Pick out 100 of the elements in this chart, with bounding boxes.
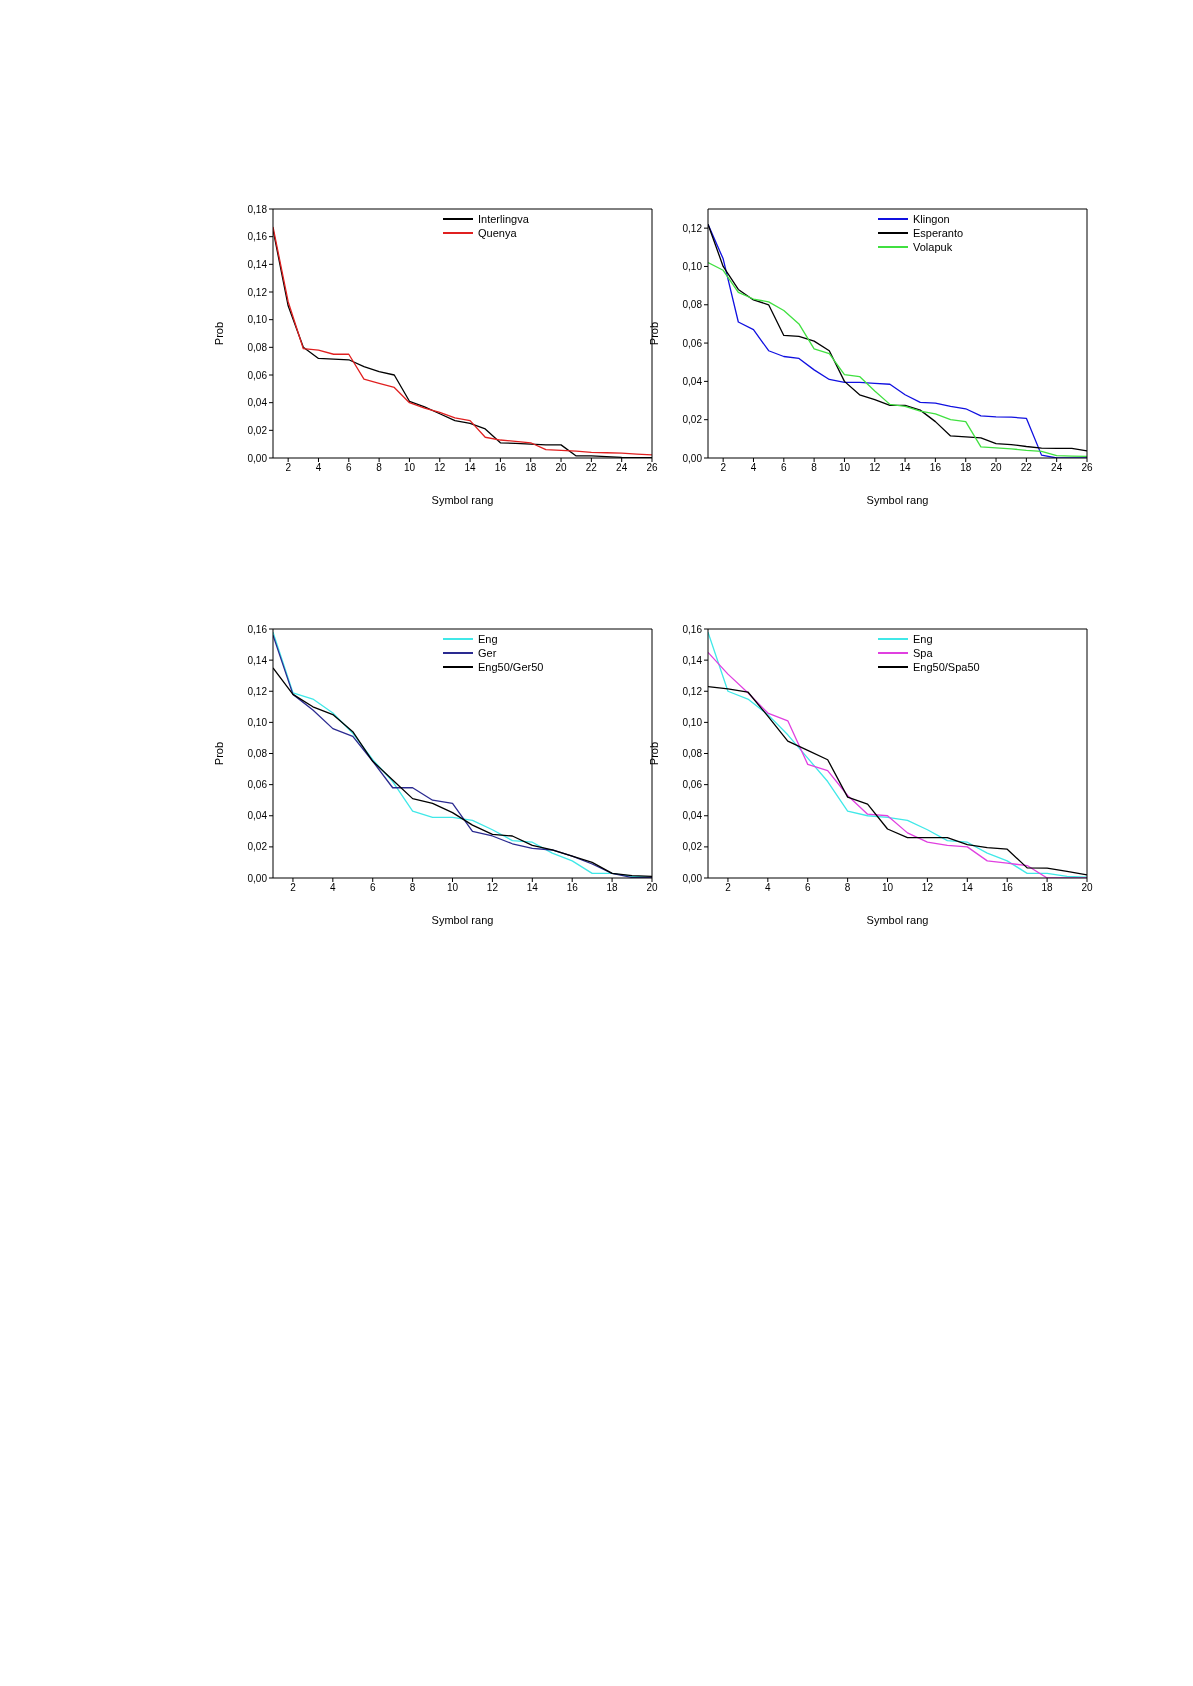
x-tick-label: 18	[1041, 882, 1054, 894]
x-tick-label: 10	[446, 882, 459, 894]
x-tick-label: 16	[494, 462, 507, 474]
x-tick-label: 14	[526, 882, 539, 894]
y-tick-label: 0,02	[682, 414, 703, 426]
y-tick-label: 0,14	[247, 258, 268, 270]
x-tick-label: 4	[750, 462, 757, 474]
x-tick-label: 26	[1081, 462, 1093, 474]
x-tick-label: 2	[720, 462, 727, 474]
y-tick-label: 0,16	[247, 231, 268, 243]
y-tick-label: 0,06	[247, 779, 268, 791]
x-tick-label: 14	[899, 462, 912, 474]
x-tick-label: 20	[990, 462, 1003, 474]
y-tick-label: 0,10	[682, 716, 703, 728]
y-tick-label: 0,12	[247, 685, 268, 697]
legend-label: Volapuk	[913, 241, 953, 253]
x-tick-label: 8	[409, 882, 416, 894]
y-tick-label: 0,02	[247, 841, 268, 853]
y-axis-title: Prob	[212, 321, 225, 346]
x-tick-label: 22	[585, 462, 598, 474]
legend-label: Interlingva	[478, 213, 529, 225]
x-tick-label: 10	[881, 882, 894, 894]
y-axis-title: Prob	[647, 741, 660, 766]
y-tick-label: 0,16	[682, 623, 703, 635]
x-tick-label: 18	[525, 462, 537, 474]
legend-label: Eng	[913, 633, 933, 645]
x-tick-label: 24	[616, 462, 628, 474]
y-tick-label: 0,12	[247, 286, 268, 298]
y-tick-label: 0,06	[247, 369, 268, 381]
x-tick-label: 4	[330, 882, 337, 894]
x-tick-label: 20	[1081, 882, 1093, 894]
x-tick-label: 18	[606, 882, 619, 894]
x-tick-label: 6	[804, 882, 811, 894]
y-tick-label: 0,14	[247, 654, 268, 666]
x-tick-label: 26	[646, 462, 658, 474]
legend-label: Eng	[478, 633, 498, 645]
legend-label: Esperanto	[913, 227, 964, 239]
x-tick-label: 8	[844, 882, 851, 894]
y-tick-label: 0,12	[682, 222, 703, 234]
x-tick-label: 12	[921, 882, 934, 894]
y-tick-label: 0,06	[682, 337, 703, 349]
x-tick-label: 16	[566, 882, 579, 894]
y-tick-label: 0,10	[247, 314, 268, 326]
x-tick-label: 12	[486, 882, 499, 894]
legend-label: Klingon	[913, 213, 950, 225]
x-axis-title: Symbol rang	[431, 493, 494, 506]
x-axis-title: Symbol rang	[866, 493, 929, 506]
y-tick-label: 0,06	[682, 779, 703, 791]
x-tick-label: 6	[781, 462, 788, 474]
x-axis-title: Symbol rang	[866, 913, 929, 926]
x-tick-label: 16	[1001, 882, 1014, 894]
x-tick-label: 16	[929, 462, 942, 474]
x-tick-label: 8	[811, 462, 818, 474]
x-axis-title: Symbol rang	[431, 913, 494, 926]
x-tick-label: 24	[1051, 462, 1063, 474]
x-tick-label: 6	[346, 462, 353, 474]
y-tick-label: 0,04	[247, 810, 268, 822]
x-tick-label: 12	[434, 462, 446, 474]
y-tick-label: 0,16	[247, 623, 268, 635]
y-tick-label: 0,14	[682, 654, 703, 666]
y-tick-label: 0,00	[682, 452, 703, 464]
y-tick-label: 0,02	[247, 424, 268, 436]
x-tick-label: 10	[838, 462, 851, 474]
y-tick-label: 0,12	[682, 685, 703, 697]
legend-label: Quenya	[478, 227, 517, 239]
y-tick-label: 0,08	[682, 299, 703, 311]
x-tick-label: 14	[464, 462, 477, 474]
x-tick-label: 2	[725, 882, 732, 894]
x-tick-label: 2	[285, 462, 292, 474]
x-tick-label: 6	[369, 882, 376, 894]
y-tick-label: 0,00	[247, 452, 268, 464]
y-tick-label: 0,08	[682, 748, 703, 760]
x-tick-label: 2	[290, 882, 297, 894]
x-tick-label: 10	[403, 462, 416, 474]
y-tick-label: 0,04	[682, 810, 703, 822]
x-tick-label: 12	[869, 462, 881, 474]
x-tick-label: 4	[765, 882, 772, 894]
y-tick-label: 0,10	[682, 261, 703, 273]
y-tick-label: 0,10	[247, 716, 268, 728]
y-tick-label: 0,02	[682, 841, 703, 853]
y-tick-label: 0,08	[247, 341, 268, 353]
legend-label: Eng50/Ger50	[478, 661, 544, 673]
x-tick-label: 18	[960, 462, 972, 474]
y-tick-label: 0,08	[247, 748, 268, 760]
legend-label: Ger	[478, 647, 497, 659]
x-tick-label: 20	[555, 462, 568, 474]
x-tick-label: 8	[376, 462, 383, 474]
x-tick-label: 22	[1020, 462, 1033, 474]
x-tick-label: 4	[315, 462, 322, 474]
y-tick-label: 0,18	[247, 203, 268, 215]
y-axis-title: Prob	[212, 741, 225, 766]
x-tick-label: 14	[961, 882, 974, 894]
y-tick-label: 0,00	[682, 872, 703, 884]
legend-label: Eng50/Spa50	[913, 661, 980, 673]
legend-label: Spa	[913, 647, 933, 659]
x-tick-label: 20	[646, 882, 658, 894]
y-tick-label: 0,04	[682, 375, 703, 387]
y-tick-label: 0,00	[247, 872, 268, 884]
y-tick-label: 0,04	[247, 397, 268, 409]
y-axis-title: Prob	[647, 321, 660, 346]
